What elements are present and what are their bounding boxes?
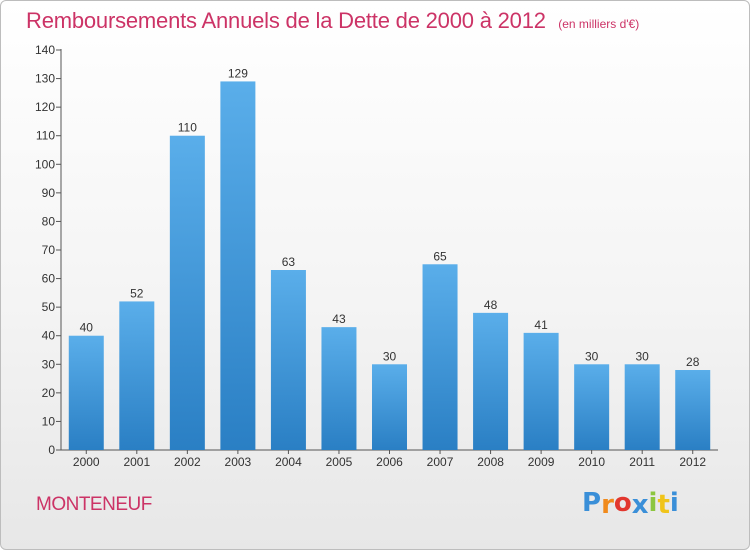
- y-tick-label: 100: [35, 157, 55, 171]
- y-tick-label: 60: [42, 272, 56, 286]
- x-tick-label: 2000: [73, 455, 100, 469]
- y-tick-label: 30: [42, 357, 56, 371]
- x-tick-label: 2004: [275, 455, 302, 469]
- y-tick-label: 40: [42, 329, 56, 343]
- x-tick-label: 2002: [174, 455, 201, 469]
- y-tick-label: 90: [42, 186, 56, 200]
- x-tick-label: 2001: [123, 455, 150, 469]
- bar: [372, 364, 407, 450]
- bar: [169, 135, 205, 450]
- logo-letter: t: [657, 490, 670, 520]
- y-tick-label: 80: [42, 214, 56, 228]
- bar: [473, 312, 509, 450]
- bar-value-label: 110: [178, 121, 197, 135]
- bar: [68, 335, 104, 450]
- bar-value-label: 48: [484, 298, 498, 312]
- y-tick-label: 130: [35, 72, 55, 86]
- bar: [675, 370, 711, 450]
- bar: [119, 301, 155, 450]
- y-tick-label: 70: [42, 243, 56, 257]
- x-tick-label: 2009: [528, 455, 555, 469]
- y-tick-label: 20: [42, 386, 56, 400]
- bar: [523, 332, 559, 450]
- y-tick-label: 0: [48, 443, 55, 457]
- logo-letter: P: [582, 488, 602, 518]
- y-tick-label: 120: [35, 100, 55, 114]
- bar-value-label: 30: [585, 349, 599, 363]
- x-tick-label: 2012: [679, 455, 706, 469]
- chart-unit-label: (en milliers d'€): [558, 17, 640, 31]
- bar-value-label: 41: [534, 318, 548, 332]
- bar-value-label: 40: [80, 321, 94, 335]
- x-tick-label: 2005: [326, 455, 353, 469]
- logo-letter: i: [669, 488, 679, 518]
- x-tick-label: 2003: [225, 455, 252, 469]
- x-tick-label: 2006: [376, 455, 403, 469]
- logo-letter: x: [631, 490, 649, 520]
- bar-value-label: 30: [636, 349, 650, 363]
- logo-letter: o: [613, 488, 632, 518]
- x-tick-label: 2011: [629, 455, 655, 469]
- y-tick-label: 140: [35, 43, 55, 57]
- bar: [422, 264, 458, 450]
- logo-letter: r: [601, 490, 614, 520]
- bar-value-label: 63: [282, 255, 296, 269]
- y-tick-label: 50: [42, 300, 56, 314]
- x-tick-label: 2008: [477, 455, 504, 469]
- bar: [220, 81, 256, 450]
- chart-title-text: Remboursements Annuels de la Dette de 20…: [26, 8, 546, 33]
- bar: [574, 364, 610, 450]
- bar-value-label: 129: [228, 66, 248, 80]
- bar-value-label: 65: [433, 249, 447, 263]
- x-tick-label: 2010: [578, 455, 605, 469]
- y-tick-label: 110: [36, 129, 55, 143]
- bar: [624, 364, 660, 450]
- bar-value-label: 30: [383, 349, 397, 363]
- commune-name: MONTENEUF: [36, 494, 152, 515]
- bar-value-label: 28: [686, 355, 700, 369]
- bar-value-label: 52: [130, 286, 144, 300]
- logo-letter: i: [648, 488, 658, 518]
- chart-title: Remboursements Annuels de la Dette de 20…: [26, 8, 639, 34]
- bar: [270, 270, 306, 450]
- y-tick-label: 10: [42, 414, 56, 428]
- proxiti-logo: Proxiti: [582, 488, 679, 520]
- x-tick-label: 2007: [427, 455, 454, 469]
- bar-value-label: 43: [332, 312, 346, 326]
- bar: [321, 327, 357, 450]
